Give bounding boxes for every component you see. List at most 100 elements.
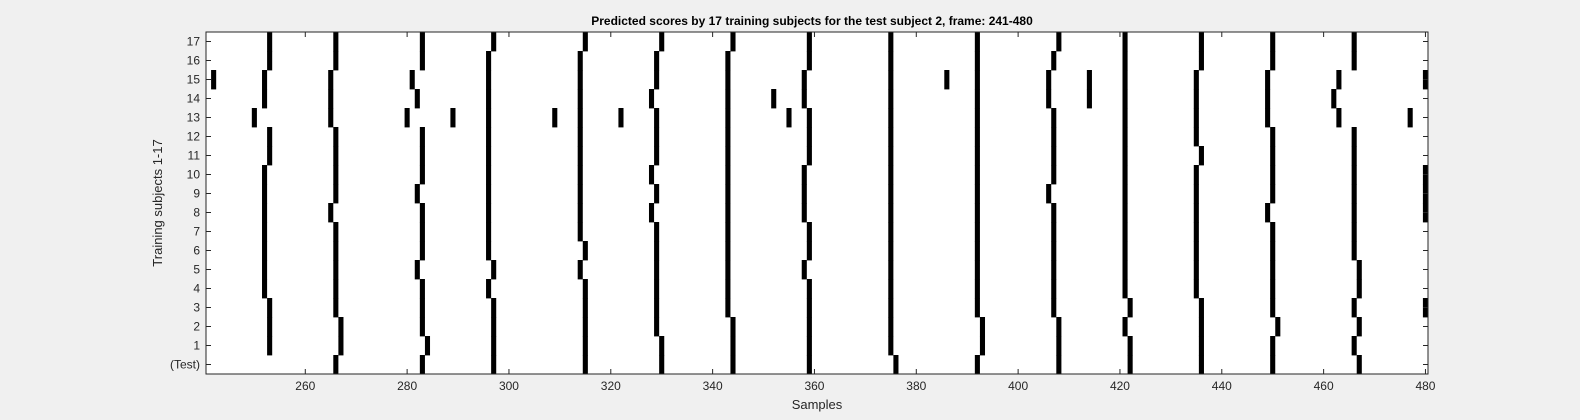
heatmap-cell-15-296 — [486, 70, 492, 90]
heatmap-cell-10-343 — [725, 165, 731, 185]
heatmap-cell-4-283 — [419, 279, 425, 299]
heatmap-cell-17-466 — [1351, 32, 1357, 52]
heatmap-cell-test-392 — [974, 355, 980, 375]
heatmap-cell-8-343 — [725, 203, 731, 223]
y-tick-label: 14 — [187, 92, 201, 106]
heatmap-cell-4-407 — [1051, 279, 1057, 299]
heatmap-cell-10-375 — [888, 165, 894, 185]
heatmap-cell-11-421 — [1122, 146, 1128, 166]
y-tick-label: 10 — [187, 168, 201, 182]
heatmap-cell-17-359 — [806, 32, 812, 52]
heatmap-cell-17-266 — [333, 32, 339, 52]
heatmap-cell-15-463 — [1336, 70, 1342, 90]
heatmap-cell-3-407 — [1051, 298, 1057, 318]
x-tick-label: 380 — [906, 379, 926, 393]
heatmap-cell-test-344 — [730, 355, 736, 375]
heatmap-cell-10-283 — [419, 165, 425, 185]
heatmap-cell-12-435 — [1193, 127, 1199, 147]
heatmap-cell-1-436 — [1198, 336, 1204, 356]
heatmap-cell-6-450 — [1270, 241, 1276, 261]
heatmap-cell-16-466 — [1351, 51, 1357, 71]
heatmap-cell-13-280 — [404, 108, 410, 128]
heatmap-cell-1-344 — [730, 336, 736, 356]
heatmap-cell-2-297 — [491, 317, 497, 337]
heatmap-cell-3-375 — [888, 298, 894, 318]
heatmap-cell-11-359 — [806, 146, 812, 166]
x-tick-label: 440 — [1212, 379, 1232, 393]
heatmap-cell-8-466 — [1351, 203, 1357, 223]
heatmap-cell-11-266 — [333, 146, 339, 166]
heatmap-cell-13-343 — [725, 108, 731, 128]
heatmap-cell-2-344 — [730, 317, 736, 337]
y-tick-label: 4 — [193, 282, 200, 296]
heatmap-cell-test-266 — [333, 355, 339, 375]
heatmap-cell-2-408 — [1056, 317, 1062, 337]
heatmap-cell-8-375 — [888, 203, 894, 223]
heatmap-cell-7-329 — [654, 222, 660, 242]
heatmap-cell-2-467 — [1356, 317, 1362, 337]
heatmap-cell-9-329 — [654, 184, 660, 204]
y-tick-label: 3 — [193, 301, 200, 315]
heatmap-cell-14-314 — [577, 89, 583, 109]
heatmap-cell-1-330 — [659, 336, 665, 356]
heatmap-cell-13-392 — [974, 108, 980, 128]
heatmap-cell-9-435 — [1193, 184, 1199, 204]
heatmap-cell-13-449 — [1265, 108, 1271, 128]
heatmap-cell-1-359 — [806, 336, 812, 356]
heatmap-cell-4-252 — [262, 279, 268, 299]
heatmap-cell-17-436 — [1198, 32, 1204, 52]
heatmap-cell-16-450 — [1270, 51, 1276, 71]
heatmap-cell-16-314 — [577, 51, 583, 71]
heatmap-cell-10-252 — [262, 165, 268, 185]
heatmap-cell-16-253 — [267, 51, 273, 71]
y-axis-label: Training subjects 1-17 — [150, 139, 165, 266]
heatmap-cell-3-329 — [654, 298, 660, 318]
heatmap-cell-10-421 — [1122, 165, 1128, 185]
y-tick-label: 12 — [187, 130, 201, 144]
heatmap-cell-14-414 — [1086, 89, 1092, 109]
heatmap-cell-5-343 — [725, 260, 731, 280]
heatmap-cell-9-282 — [414, 184, 420, 204]
heatmap-cell-7-450 — [1270, 222, 1276, 242]
heatmap-cell-5-314 — [577, 260, 583, 280]
heatmap-cell-4-450 — [1270, 279, 1276, 299]
heatmap-cell-7-283 — [419, 222, 425, 242]
heatmap-cell-8-283 — [419, 203, 425, 223]
heatmap-cell-6-392 — [974, 241, 980, 261]
heatmap-cell-15-314 — [577, 70, 583, 90]
heatmap-cell-test-436 — [1198, 355, 1204, 375]
heatmap-cell-4-375 — [888, 279, 894, 299]
heatmap-cell-2-315 — [582, 317, 588, 337]
plot-area — [206, 32, 1428, 374]
x-axis: 260 280 300 320 340 360 380 400 420 440 460 480 — [295, 32, 1436, 393]
heatmap-cell-14-375 — [888, 89, 894, 109]
heatmap-cell-7-296 — [486, 222, 492, 242]
heatmap-cell-1-466 — [1351, 336, 1357, 356]
heatmap-cell-6-375 — [888, 241, 894, 261]
heatmap-cell-10-328 — [648, 165, 655, 185]
heatmap-cell-13-250 — [251, 108, 257, 128]
heatmap-cell-11-466 — [1351, 146, 1357, 166]
heatmap-cell-8-328 — [648, 203, 655, 223]
heatmap-cell-8-265 — [328, 203, 334, 223]
heatmap-cell-17-450 — [1270, 32, 1276, 52]
x-tick-label: 400 — [1008, 379, 1028, 393]
heatmap-cell-7-266 — [333, 222, 339, 242]
y-tick-label: 13 — [187, 111, 201, 125]
heatmap-cell-15-386 — [944, 70, 950, 90]
heatmap-cell-5-375 — [888, 260, 894, 280]
heatmap-cell-14-435 — [1193, 89, 1199, 109]
heatmap-cell-11-253 — [267, 146, 273, 166]
heatmap-cell-9-406 — [1046, 184, 1052, 204]
heatmap-cell-17-315 — [582, 32, 588, 52]
heatmap-cell-2-359 — [806, 317, 812, 337]
heatmap-cell-17-421 — [1122, 32, 1128, 52]
heatmap-cell-14-449 — [1265, 89, 1271, 109]
heatmap-cell-1-267 — [338, 336, 344, 356]
heatmap-cell-12-283 — [419, 127, 425, 147]
heatmap-cell-14-265 — [328, 89, 334, 109]
heatmap-cell-3-315 — [582, 298, 588, 318]
heatmap-cell-test-467 — [1356, 355, 1362, 375]
heatmap-cell-16-329 — [654, 51, 660, 71]
